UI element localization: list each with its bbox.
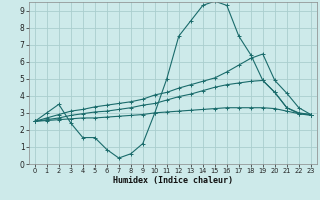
X-axis label: Humidex (Indice chaleur): Humidex (Indice chaleur): [113, 176, 233, 185]
